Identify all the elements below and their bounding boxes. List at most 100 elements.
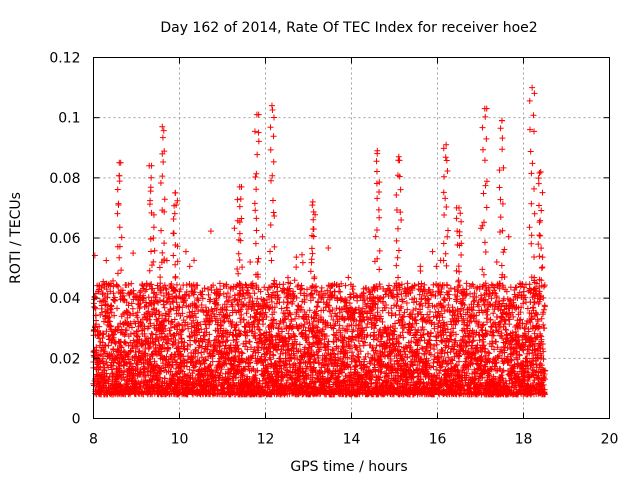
data-point [161, 304, 168, 311]
data-point [134, 343, 141, 350]
data-point [183, 363, 190, 370]
data-point [108, 366, 115, 373]
data-point [129, 345, 136, 352]
data-point [212, 344, 219, 351]
data-point [403, 299, 410, 306]
data-point [186, 366, 193, 373]
data-point [209, 352, 216, 359]
data-point [433, 341, 440, 348]
data-point [147, 356, 154, 363]
data-point [181, 339, 188, 346]
data-point [169, 342, 176, 349]
data-point [176, 322, 183, 329]
data-point [199, 288, 206, 295]
data-point [203, 325, 210, 332]
data-point [163, 257, 170, 264]
data-point [394, 297, 401, 304]
data-point [114, 305, 121, 312]
data-point [106, 352, 113, 359]
data-point [125, 281, 132, 288]
data-point [201, 285, 208, 292]
data-point [159, 312, 166, 319]
data-point [352, 363, 359, 370]
data-point [337, 288, 344, 295]
data-point [194, 282, 201, 289]
data-point [186, 309, 193, 316]
data-point [183, 281, 190, 288]
data-point [195, 350, 202, 357]
data-point [299, 259, 306, 266]
data-point [299, 251, 306, 258]
data-point [120, 348, 127, 355]
data-point [179, 310, 186, 317]
data-point [296, 341, 303, 348]
data-point [128, 324, 135, 331]
data-point [178, 327, 185, 334]
data-point [173, 370, 180, 377]
data-point [91, 252, 98, 259]
data-point [205, 307, 212, 314]
data-point [213, 315, 220, 322]
data-point [215, 369, 222, 376]
data-point [114, 282, 121, 289]
data-point [151, 247, 158, 254]
data-point [192, 314, 199, 321]
data-point [204, 286, 211, 293]
data-point [125, 356, 132, 363]
data-point [103, 370, 110, 377]
data-point [198, 354, 205, 361]
data-point [127, 312, 134, 319]
data-point [99, 330, 106, 337]
data-point [111, 312, 118, 319]
data-point [152, 331, 159, 338]
data-point [110, 334, 117, 341]
data-point [429, 248, 436, 255]
data-point [298, 282, 305, 289]
data-point [213, 347, 220, 354]
data-point [121, 331, 128, 338]
data-point [345, 274, 352, 281]
data-point [91, 304, 98, 311]
data-point [205, 291, 212, 298]
data-point [201, 364, 208, 371]
data-point [106, 318, 113, 325]
data-point [198, 301, 205, 308]
data-point [190, 317, 197, 324]
data-point [143, 381, 150, 388]
data-point [165, 336, 172, 343]
data-point [195, 297, 202, 304]
data-point [130, 310, 137, 317]
data-point [108, 309, 115, 316]
data-point [177, 286, 184, 293]
data-point [388, 305, 395, 312]
data-point [231, 225, 238, 232]
data-point [148, 330, 155, 337]
data-point [139, 321, 146, 328]
data-point [151, 366, 158, 373]
data-point [430, 363, 437, 370]
data-point [195, 308, 202, 315]
data-points [90, 84, 549, 398]
data-point [145, 302, 152, 309]
data-point [115, 323, 122, 330]
data-point [193, 303, 200, 310]
data-point [207, 228, 214, 235]
data-point [304, 286, 311, 293]
data-point [201, 333, 208, 340]
data-point [293, 264, 300, 271]
data-point [202, 357, 209, 364]
data-point [135, 389, 142, 396]
data-point [110, 362, 117, 369]
data-point [146, 316, 153, 323]
data-point [167, 305, 174, 312]
data-point [163, 317, 170, 324]
data-point [175, 321, 182, 328]
data-point [213, 306, 220, 313]
data-point [149, 376, 156, 383]
data-point [123, 299, 130, 306]
data-point [96, 323, 103, 330]
data-point [214, 301, 221, 308]
data-point [167, 324, 174, 331]
data-point [102, 342, 109, 349]
